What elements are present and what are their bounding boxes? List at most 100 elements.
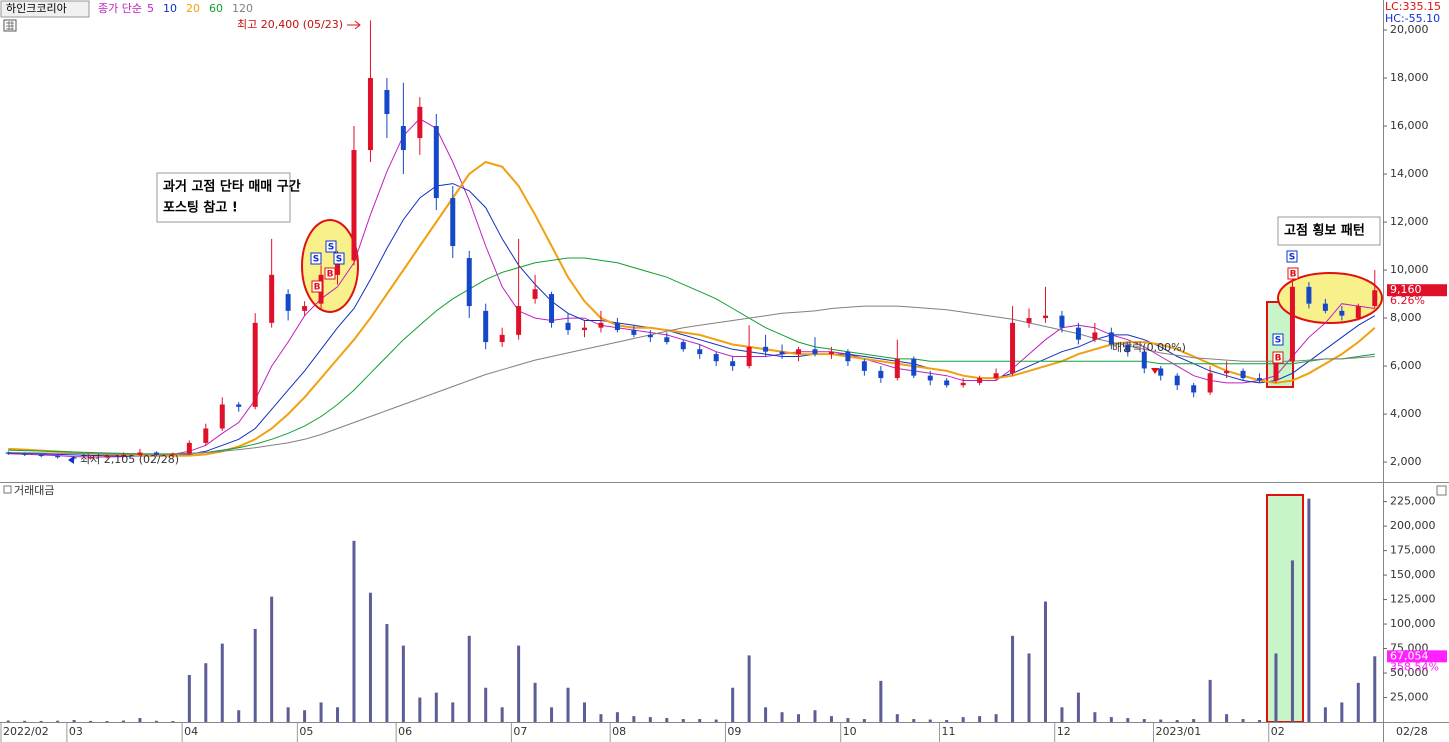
candle-body (1191, 385, 1197, 393)
volume-bar (780, 712, 784, 722)
pane-icon[interactable] (3, 485, 12, 494)
candle-body (845, 351, 851, 362)
volume-bar (1307, 498, 1311, 722)
candle-body (631, 330, 637, 335)
volume-bar (138, 718, 142, 722)
candle-body (351, 150, 357, 261)
settings-icon-grid (6, 21, 14, 30)
candle-body (22, 453, 28, 455)
volume-bar (303, 710, 307, 722)
candle-body (269, 274, 275, 323)
candle-body (1207, 373, 1213, 393)
candle-body (104, 456, 110, 458)
volume-bar (368, 592, 372, 722)
candle-body (763, 346, 769, 352)
buy-signal (1272, 351, 1284, 364)
candle-body (1141, 351, 1147, 369)
legend-entry: 60 (209, 2, 223, 15)
candle-body (828, 351, 834, 355)
buy-signal (311, 280, 323, 293)
volume-bar (418, 697, 422, 722)
volume-bar (747, 655, 751, 722)
volume-bar (237, 710, 241, 722)
y-tick-label: 50,000 (1390, 666, 1429, 679)
volume-bar (1192, 719, 1196, 722)
lc-label: LC:335.15 (1385, 0, 1441, 13)
volume-bar (1175, 720, 1179, 722)
sell-signal-label: S (1275, 336, 1281, 346)
volume-bar (994, 714, 998, 722)
volume-bar (105, 721, 109, 722)
x-tick-label: 12 (1057, 725, 1071, 738)
note-text: 고점 횡보 패턴 (1284, 223, 1365, 239)
note-box (1277, 216, 1381, 246)
note-text: 과거 고점 단타 매매 구간 (163, 179, 301, 195)
candle-body (170, 453, 176, 455)
y-tick-label: 125,000 (1390, 593, 1436, 606)
volume-bar (1076, 692, 1080, 722)
candle-body (236, 404, 242, 407)
volume-pane-title: 거래대금 (14, 484, 54, 497)
highlight-box (1266, 494, 1304, 723)
candle-body (680, 342, 686, 350)
candle-body (1355, 306, 1361, 319)
volume-bar (89, 720, 93, 722)
ex-dividend-marker (1151, 368, 1159, 374)
volume-bar (204, 663, 208, 722)
volume-bar (1340, 702, 1344, 722)
y-tick-label: 200,000 (1390, 519, 1436, 532)
candle-body (466, 258, 472, 307)
pane-button[interactable] (1436, 485, 1447, 496)
candle-body (697, 349, 703, 355)
change-label: 358.54% (1390, 660, 1439, 673)
candle-body (285, 294, 291, 311)
volume-bar (451, 702, 455, 722)
candle-body (1273, 361, 1279, 381)
candle-body (1306, 286, 1312, 304)
legend-entry: 20 (186, 2, 200, 15)
y-tick-label: 8,000 (1390, 311, 1422, 324)
candle-body (1322, 303, 1328, 311)
candle-body (483, 310, 489, 343)
candle-body (614, 322, 620, 331)
volume-bar (1027, 653, 1031, 722)
y-tick-label: 10,000 (1390, 263, 1429, 276)
y-tick-label: 20,000 (1390, 23, 1429, 36)
sell-signal-label: S (336, 255, 342, 265)
y-tick-label: 4,000 (1390, 407, 1422, 420)
moving-average-line (8, 305, 1375, 455)
candle-body (598, 322, 604, 328)
volume-bar (566, 687, 570, 722)
candle-body (203, 428, 209, 443)
volume-bar (500, 707, 504, 722)
candle-body (153, 452, 159, 455)
candle-body (532, 289, 538, 299)
buy-signal (1287, 267, 1299, 280)
volume-bar (1258, 720, 1262, 722)
settings-icon[interactable] (3, 19, 17, 32)
high-annotation: 최고 20,400 (05/23) (237, 18, 343, 31)
volume-bar (171, 721, 175, 722)
volume-bar (912, 719, 916, 722)
candle-body (38, 454, 44, 457)
candle-body (944, 380, 950, 386)
stock-name[interactable]: 하인크코리아 (6, 1, 67, 15)
candle-body (812, 349, 818, 355)
volume-bar (253, 628, 257, 722)
volume-bar (714, 719, 718, 722)
volume-bar (1043, 601, 1047, 722)
volume-bar (550, 707, 554, 722)
stock-name-box[interactable] (0, 0, 90, 18)
volume-bar (1060, 707, 1064, 722)
candle-body (894, 358, 900, 379)
volume-bar (56, 720, 60, 722)
y-tick-label: 175,000 (1390, 544, 1436, 557)
candle-body (433, 126, 439, 199)
last-value-label: 67,054 (1390, 649, 1429, 662)
x-tick-label: 05 (299, 725, 313, 738)
candle-body (960, 382, 966, 386)
volume-bar (681, 719, 685, 722)
volume-bar (1093, 712, 1097, 722)
